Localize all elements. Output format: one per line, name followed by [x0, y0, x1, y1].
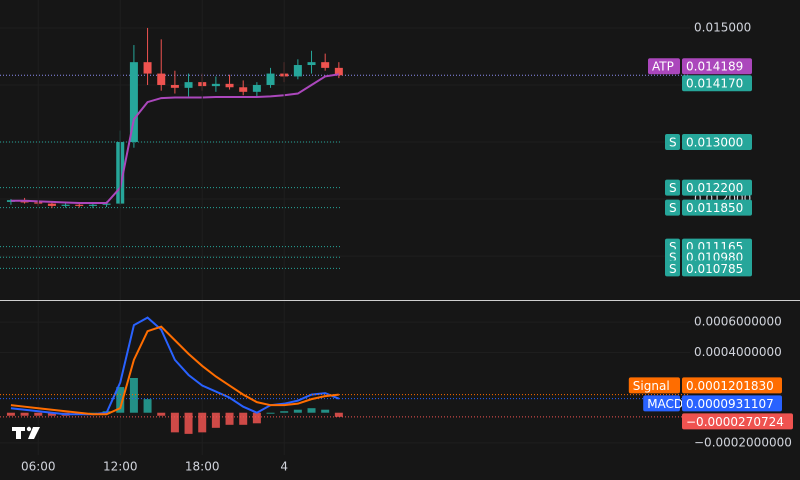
candle-body [170, 84, 179, 88]
histogram-bar [129, 378, 138, 413]
candle-body [252, 84, 261, 92]
tag-background [648, 58, 680, 75]
tag-background [682, 199, 752, 216]
macd-line [10, 325, 339, 416]
tag-background [682, 377, 782, 394]
candle-body [293, 65, 302, 77]
x-tick-label: 06:00 [21, 460, 56, 474]
tag-text: 0.0000931107 [686, 397, 774, 411]
tag-text: −0.0000270724 [686, 415, 784, 429]
histogram-bar [143, 399, 152, 413]
histogram-bar [157, 412, 166, 416]
candle-body [321, 62, 330, 68]
histogram-bar [88, 412, 97, 414]
candle-body [157, 73, 166, 85]
candle-body [75, 204, 84, 206]
histogram-bar [34, 412, 43, 416]
tag-background [665, 260, 680, 277]
tag-background [682, 179, 752, 196]
histogram-bar [321, 409, 330, 413]
histogram-bar [239, 412, 248, 425]
x-tick-label: 18:00 [185, 460, 220, 474]
candle-body [47, 203, 56, 206]
candle-body [184, 82, 193, 88]
histogram-bar [184, 412, 193, 434]
candle-body [88, 204, 97, 206]
tag-text: MACD [647, 397, 683, 411]
candle-body [239, 87, 248, 92]
macd-line [10, 316, 340, 416]
histogram-bar [307, 408, 316, 413]
candle-body [211, 83, 220, 87]
tag-background [665, 199, 680, 216]
candle-body [143, 62, 152, 74]
tag-text: S [669, 136, 677, 150]
candle-body [266, 73, 275, 85]
logo-part [28, 427, 40, 439]
tag-text: 0.012200 [686, 181, 743, 195]
candle-body [61, 204, 70, 206]
y-tick-label: 0.0006000000 [694, 315, 782, 329]
tag-background [682, 58, 752, 75]
x-tick-label: 12:00 [103, 460, 138, 474]
histogram-bar [293, 409, 302, 413]
histogram-bar [266, 412, 275, 414]
tag-text: Signal [633, 379, 670, 393]
tag-text: 0.014170 [686, 77, 743, 91]
candle-body [225, 83, 234, 88]
histogram-bar [47, 412, 56, 416]
tag-background [682, 413, 793, 430]
y-tick-label: 0.0004000000 [694, 345, 782, 359]
tag-background [643, 395, 680, 412]
histogram-bar [20, 412, 29, 416]
tag-text: S [669, 262, 677, 276]
tag-text: 0.0001201830 [686, 379, 774, 393]
histogram-bar [198, 412, 207, 433]
x-tick-label: 4 [280, 460, 288, 474]
tag-text: S [669, 240, 677, 254]
tag-text: 0.010785 [686, 262, 743, 276]
histogram-bar [225, 412, 234, 425]
y-tick-label: −0.0002000000 [694, 435, 792, 449]
logo [12, 426, 40, 439]
histogram-bar [116, 387, 125, 413]
tag-background [665, 134, 680, 151]
tag-text: ATP [652, 60, 674, 74]
tag-text: 0.013000 [686, 136, 743, 150]
histogram-bar [211, 412, 220, 428]
candle-body [129, 62, 138, 143]
candle-body [334, 67, 343, 76]
tag-text: S [669, 251, 677, 265]
tag-background [682, 260, 752, 277]
tag-text: 0.014189 [686, 60, 743, 74]
tag-background [628, 377, 680, 394]
logo-part [26, 426, 32, 432]
tag-text: 0.011850 [686, 201, 743, 215]
tag-text: S [669, 181, 677, 195]
y-tick-label: 0.015000 [694, 20, 751, 34]
candle-body [307, 62, 316, 66]
tag-background [682, 134, 752, 151]
histogram-bar [252, 412, 261, 424]
histogram-bar [280, 411, 289, 413]
tag-background [682, 395, 782, 412]
histogram-bar [170, 412, 179, 433]
candle-body [102, 203, 111, 205]
logo-part [16, 427, 21, 439]
tag-background [665, 179, 680, 196]
tag-text: S [669, 201, 677, 215]
histogram-bar [6, 412, 15, 416]
tag-background [682, 75, 752, 92]
histogram-bar [334, 412, 343, 417]
